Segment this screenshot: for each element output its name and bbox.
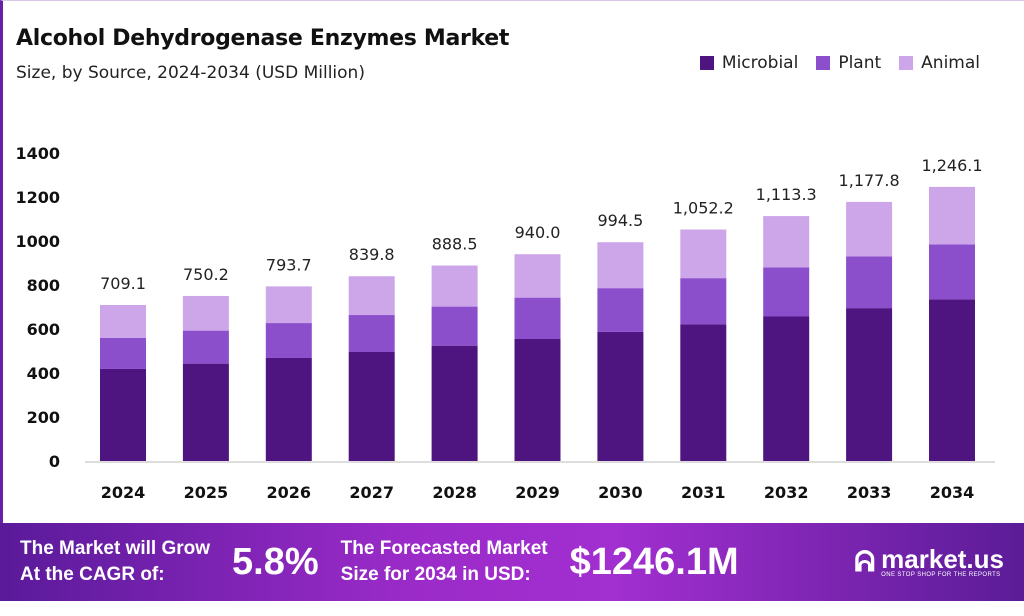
bar-segment-animal	[680, 229, 727, 279]
bar-segment-microbial	[763, 316, 810, 461]
forecast-label: The Forecasted Market Size for 2034 in US…	[341, 536, 548, 588]
bar-segment-animal	[846, 201, 893, 257]
bar-segment-animal	[265, 286, 312, 324]
x-tick-label: 2025	[184, 483, 229, 502]
x-tick-label: 2033	[847, 483, 892, 502]
cagr-label-line: At the CAGR of:	[20, 564, 165, 585]
legend-item-plant: Plant	[816, 53, 881, 73]
legend-item-microbial: Microbial	[699, 53, 799, 73]
bar-segment-plant	[182, 330, 229, 364]
legend-swatch	[816, 56, 831, 70]
bar-segment-microbial	[100, 368, 146, 461]
total-label: 888.5	[432, 235, 478, 254]
x-tick-label: 2034	[930, 483, 975, 502]
bar-segment-plant	[680, 278, 727, 325]
bar-segment-microbial	[680, 324, 727, 461]
total-label: 1,052.2	[673, 199, 734, 218]
bar-segment-animal	[929, 186, 975, 245]
bar-segment-plant	[265, 323, 312, 358]
bar-segment-microbial	[597, 331, 644, 461]
legend-label: Animal	[921, 53, 980, 73]
logo-mark-icon: ᕱ	[854, 545, 876, 577]
bar-segment-animal	[182, 295, 229, 331]
market-us-logo: ᕱ market.us ONE STOP SHOP FOR THE REPORTS	[854, 546, 1004, 579]
forecast-value: $1246.1M	[569, 541, 739, 583]
bar-segment-microbial	[846, 308, 893, 461]
bar-segment-plant	[514, 297, 561, 339]
bar-segment-animal	[100, 304, 146, 338]
forecast-label-line: Size for 2034 in USD:	[340, 564, 531, 585]
bar-segment-animal	[597, 242, 644, 289]
cagr-label-line: The Market will Grow	[20, 538, 211, 559]
bar-segment-microbial	[514, 338, 561, 461]
legend-swatch	[899, 56, 914, 70]
legend-label: Plant	[838, 53, 882, 73]
y-tick-label: 200	[27, 408, 60, 427]
y-tick-label: 600	[27, 320, 60, 339]
total-label: 1,113.3	[756, 185, 817, 204]
chart-title: Alcohol Dehydrogenase Enzymes Market	[16, 26, 510, 51]
total-label: 839.8	[349, 245, 395, 264]
logo-tagline: ONE STOP SHOP FOR THE REPORTS	[881, 572, 1001, 578]
logo-text: market.us	[881, 544, 1004, 574]
total-label: 793.7	[266, 255, 312, 274]
total-label: 709.1	[100, 274, 146, 293]
bar-chart: 0 200 400 600 800 1000 1200 1400 709.1 2024 750.2 2…	[15, 144, 995, 502]
total-label: 940.0	[515, 223, 561, 242]
total-label: 750.2	[183, 265, 229, 284]
y-tick-label: 1200	[15, 188, 60, 207]
bar-segment-microbial	[348, 351, 395, 461]
bar-segment-microbial	[431, 345, 478, 461]
bar-segment-plant	[348, 315, 395, 352]
legend: Microbial Plant Animal	[699, 53, 980, 73]
bar-segment-plant	[100, 337, 146, 369]
bar-segment-microbial	[929, 299, 975, 461]
legend-swatch	[699, 56, 714, 70]
bar-segment-animal	[431, 265, 478, 307]
y-tick-label: 800	[27, 276, 60, 295]
x-tick-label: 2026	[267, 483, 312, 502]
bar-segment-plant	[929, 244, 975, 300]
x-tick-label: 2027	[349, 483, 394, 502]
x-tick-label: 2031	[681, 483, 726, 502]
y-tick-label: 1400	[15, 144, 60, 163]
x-tick-label: 2030	[598, 483, 643, 502]
total-label: 994.5	[597, 211, 643, 230]
bar-segment-animal	[763, 216, 810, 268]
y-tick-label: 400	[27, 364, 60, 383]
x-tick-label: 2032	[764, 483, 809, 502]
total-label: 1,177.8	[839, 171, 900, 190]
bar-segment-animal	[348, 276, 395, 316]
x-tick-label: 2024	[101, 483, 146, 502]
bar-segment-plant	[763, 267, 810, 317]
forecast-label-line: The Forecasted Market	[340, 538, 548, 559]
y-tick-label: 0	[49, 452, 60, 471]
bar-segment-plant	[431, 306, 478, 346]
bar-segment-plant	[597, 288, 644, 332]
chart-subtitle: Size, by Source, 2024-2034 (USD Million)	[16, 63, 365, 83]
x-tick-label: 2028	[432, 483, 477, 502]
bar-segment-animal	[514, 254, 561, 298]
legend-label: Microbial	[721, 53, 799, 73]
y-tick-label: 1000	[15, 232, 60, 251]
x-tick-label: 2029	[515, 483, 560, 502]
bar-segment-plant	[846, 256, 893, 309]
legend-item-animal: Animal	[899, 53, 980, 73]
summary-banner: The Market will Grow At the CAGR of: 5.8%…	[0, 523, 1024, 601]
cagr-value: 5.8%	[232, 541, 319, 583]
chart-frame	[0, 0, 1024, 523]
cagr-label: The Market will Grow At the CAGR of:	[20, 536, 210, 588]
bar-segment-microbial	[265, 357, 312, 461]
bar-segment-microbial	[182, 363, 229, 461]
total-label: 1,246.1	[921, 156, 982, 175]
